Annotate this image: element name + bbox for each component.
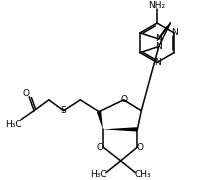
Text: O: O [23, 89, 30, 98]
Text: CH₃: CH₃ [135, 170, 152, 179]
Polygon shape [103, 127, 137, 132]
Text: NH₂: NH₂ [148, 1, 166, 10]
Text: O: O [97, 143, 103, 152]
Text: S: S [61, 106, 66, 115]
Text: N: N [171, 28, 178, 37]
Text: N: N [154, 58, 160, 67]
Text: O: O [120, 95, 127, 104]
Text: N: N [155, 42, 162, 51]
Text: H₃C: H₃C [90, 170, 106, 179]
Text: H₃C: H₃C [5, 120, 22, 129]
Text: N: N [155, 35, 162, 44]
Polygon shape [97, 111, 103, 129]
Text: O: O [137, 143, 144, 152]
